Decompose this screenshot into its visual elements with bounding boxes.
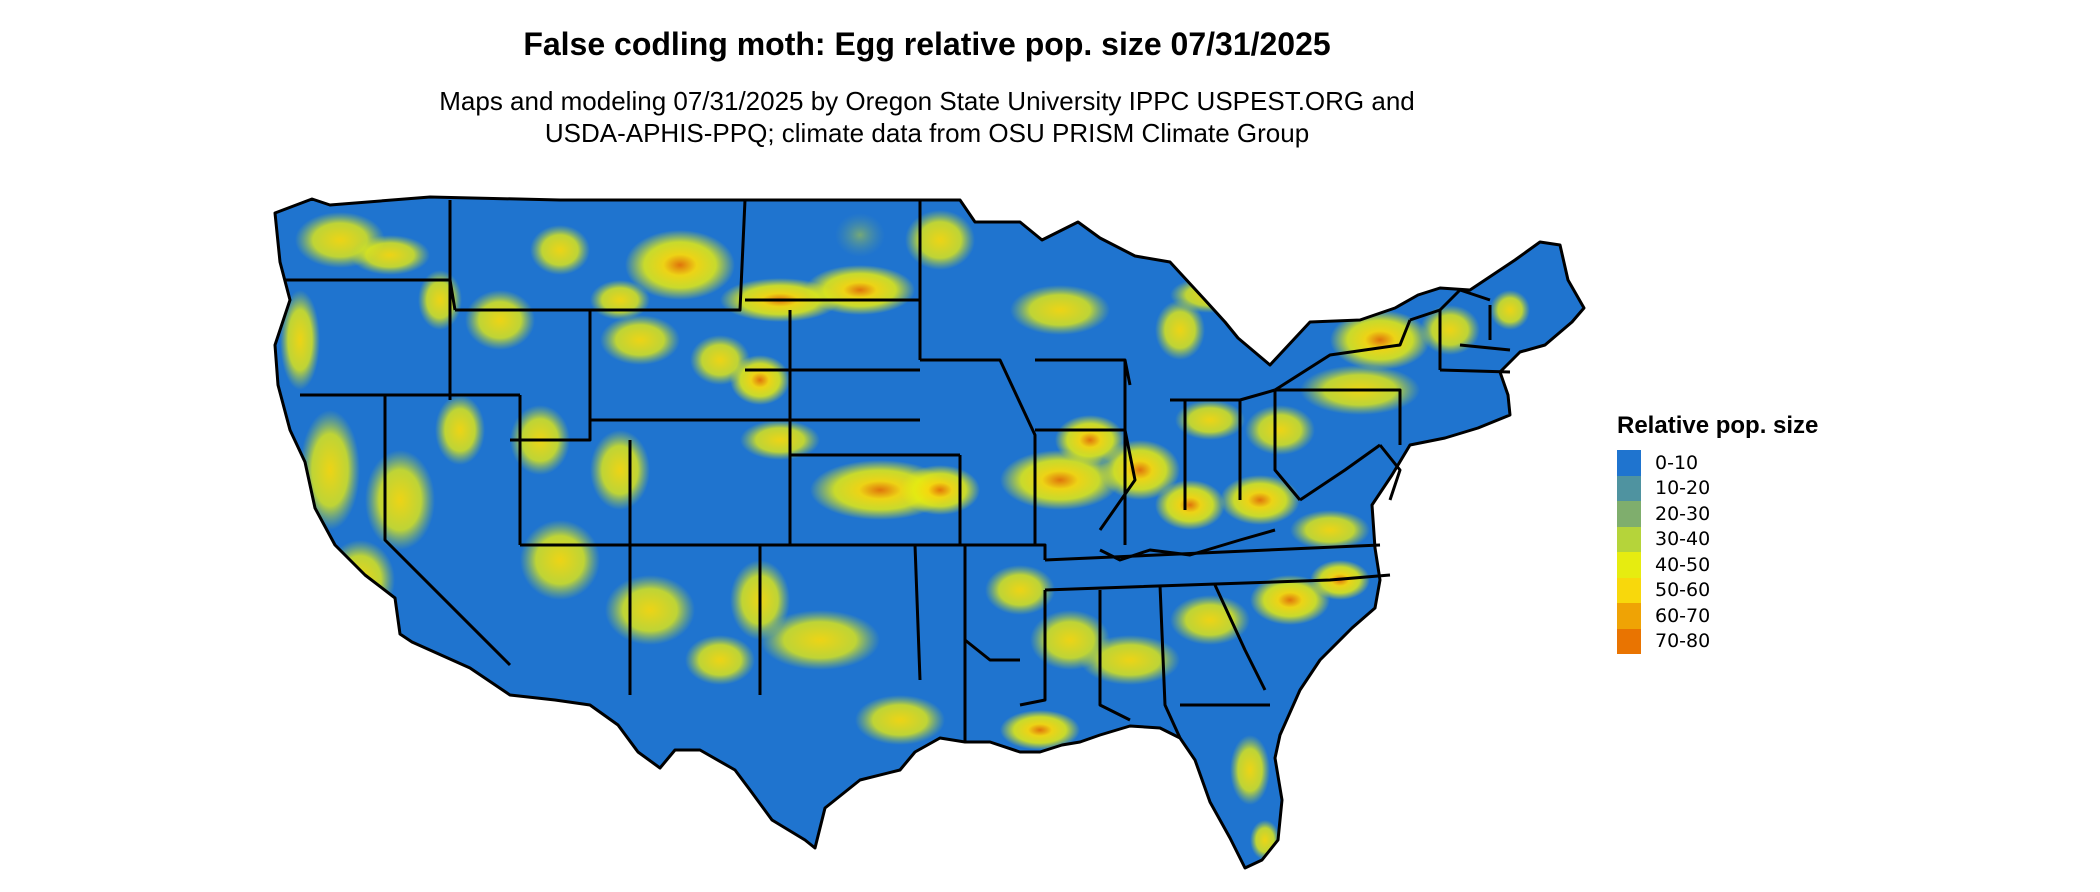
legend-item: 30-40: [1617, 526, 1877, 552]
legend-label: 40-50: [1655, 553, 1711, 576]
map-title: False codling moth: Egg relative pop. si…: [523, 26, 1331, 62]
legend-label: 30-40: [1655, 528, 1711, 551]
legend-item: 60-70: [1617, 603, 1877, 629]
legend-label: 0-10: [1655, 451, 1699, 474]
legend-swatch: [1617, 450, 1641, 476]
legend-label: 50-60: [1655, 579, 1711, 602]
legend: Relative pop. size 0-10 10-20 20-30 30-40 40…: [1617, 412, 1877, 654]
legend-item: 10-20: [1617, 475, 1877, 501]
legend-swatch: [1617, 526, 1641, 552]
state-borders: [273, 195, 1586, 870]
legend-items: 0-10 10-20 20-30 30-40 40-50 50-60 60-70 70-80: [1617, 450, 1877, 654]
legend-item: 70-80: [1617, 628, 1877, 654]
legend-swatch: [1617, 628, 1641, 654]
legend-label: 10-20: [1655, 477, 1711, 500]
legend-swatch: [1617, 603, 1641, 629]
legend-item: 40-50: [1617, 552, 1877, 578]
legend-label: 70-80: [1655, 630, 1711, 653]
legend-item: 20-30: [1617, 501, 1877, 527]
legend-swatch: [1617, 577, 1641, 603]
map-fill-layer: [275, 197, 1584, 868]
subtitle-line-2: USDA-APHIS-PPQ; climate data from OSU PR…: [544, 118, 1310, 148]
legend-swatch: [1617, 475, 1641, 501]
us-map: [260, 180, 1600, 890]
legend-title: Relative pop. size: [1617, 412, 1819, 439]
legend-swatch: [1617, 501, 1641, 527]
legend-label: 20-30: [1655, 502, 1711, 525]
legend-item: 0-10: [1617, 450, 1877, 476]
subtitle-line-1: Maps and modeling 07/31/2025 by Oregon S…: [439, 86, 1415, 116]
legend-label: 60-70: [1655, 604, 1711, 627]
legend-item: 50-60: [1617, 577, 1877, 603]
legend-swatch: [1617, 552, 1641, 578]
map-subtitle: Maps and modeling 07/31/2025 by Oregon S…: [0, 85, 1854, 149]
